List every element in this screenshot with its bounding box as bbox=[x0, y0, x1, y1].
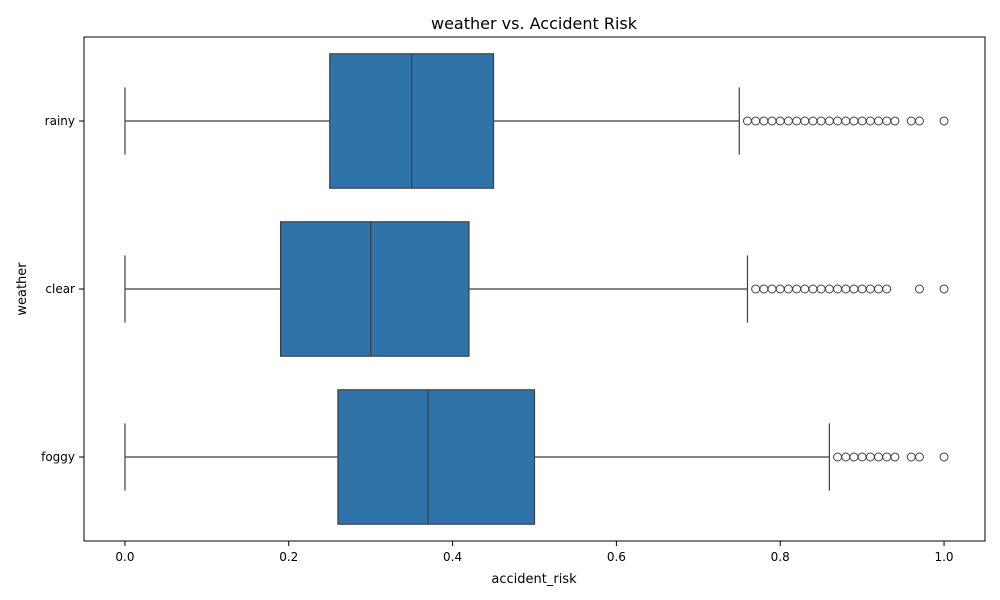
outlier-point bbox=[874, 452, 884, 462]
outlier-point bbox=[833, 116, 843, 126]
outlier-point bbox=[906, 452, 916, 462]
outlier-point bbox=[808, 116, 818, 126]
x-tick-label: 0.6 bbox=[607, 550, 626, 564]
outlier-point bbox=[816, 284, 826, 294]
outlier-point bbox=[783, 284, 793, 294]
outlier-point bbox=[865, 284, 875, 294]
outlier-point bbox=[939, 452, 949, 462]
box-foggy bbox=[337, 389, 536, 525]
box-group-rainy bbox=[124, 53, 949, 189]
outlier-point bbox=[808, 284, 818, 294]
outlier-point bbox=[874, 116, 884, 126]
x-tick-label: 0.4 bbox=[443, 550, 462, 564]
outlier-point bbox=[742, 116, 752, 126]
outlier-point bbox=[882, 452, 892, 462]
y-tick-label-clear: clear bbox=[45, 282, 75, 296]
outlier-point bbox=[775, 116, 785, 126]
outlier-point bbox=[841, 452, 851, 462]
outlier-point bbox=[783, 116, 793, 126]
y-axis-label: weather bbox=[15, 262, 30, 316]
outlier-point bbox=[882, 284, 892, 294]
outlier-point bbox=[849, 452, 859, 462]
outlier-point bbox=[824, 116, 834, 126]
x-tick-label: 0.2 bbox=[279, 550, 298, 564]
outlier-point bbox=[849, 116, 859, 126]
outlier-point bbox=[857, 452, 867, 462]
outlier-point bbox=[767, 284, 777, 294]
outlier-point bbox=[751, 284, 761, 294]
outlier-point bbox=[939, 284, 949, 294]
outlier-point bbox=[914, 452, 924, 462]
x-axis: 0.0 0.2 0.4 0.6 0.8 1.0 bbox=[115, 541, 954, 564]
outlier-point bbox=[792, 116, 802, 126]
outlier-point bbox=[914, 284, 924, 294]
outlier-point bbox=[751, 116, 761, 126]
outlier-point bbox=[759, 284, 769, 294]
outlier-point bbox=[833, 284, 843, 294]
outlier-point bbox=[792, 284, 802, 294]
outlier-point bbox=[800, 284, 810, 294]
outlier-point bbox=[882, 116, 892, 126]
outlier-point bbox=[939, 116, 949, 126]
outlier-point bbox=[890, 452, 900, 462]
y-axis: rainy clear foggy bbox=[41, 114, 84, 464]
outlier-point bbox=[874, 284, 884, 294]
outlier-point bbox=[775, 284, 785, 294]
x-axis-label: accident_risk bbox=[491, 572, 577, 587]
box-group-clear bbox=[124, 221, 949, 357]
outlier-point bbox=[767, 116, 777, 126]
outlier-point bbox=[849, 284, 859, 294]
outlier-point bbox=[841, 284, 851, 294]
outlier-point bbox=[890, 116, 900, 126]
outlier-point bbox=[759, 116, 769, 126]
y-tick-label-foggy: foggy bbox=[41, 450, 75, 464]
outlier-point bbox=[824, 284, 834, 294]
outlier-point bbox=[865, 452, 875, 462]
box-plot-series bbox=[124, 53, 949, 525]
outlier-point bbox=[841, 116, 851, 126]
outlier-point bbox=[914, 116, 924, 126]
outlier-point bbox=[857, 284, 867, 294]
outlier-point bbox=[816, 116, 826, 126]
outlier-point bbox=[906, 116, 916, 126]
chart-title: weather vs. Accident Risk bbox=[431, 14, 638, 33]
x-tick-label: 1.0 bbox=[934, 550, 953, 564]
box-clear bbox=[279, 221, 470, 357]
y-tick-label-rainy: rainy bbox=[45, 114, 75, 128]
outlier-point bbox=[833, 452, 843, 462]
outlier-point bbox=[865, 116, 875, 126]
outlier-point bbox=[857, 116, 867, 126]
outlier-point bbox=[800, 116, 810, 126]
box-group-foggy bbox=[124, 389, 949, 525]
x-tick-label: 0.8 bbox=[771, 550, 790, 564]
x-tick-label: 0.0 bbox=[115, 550, 134, 564]
